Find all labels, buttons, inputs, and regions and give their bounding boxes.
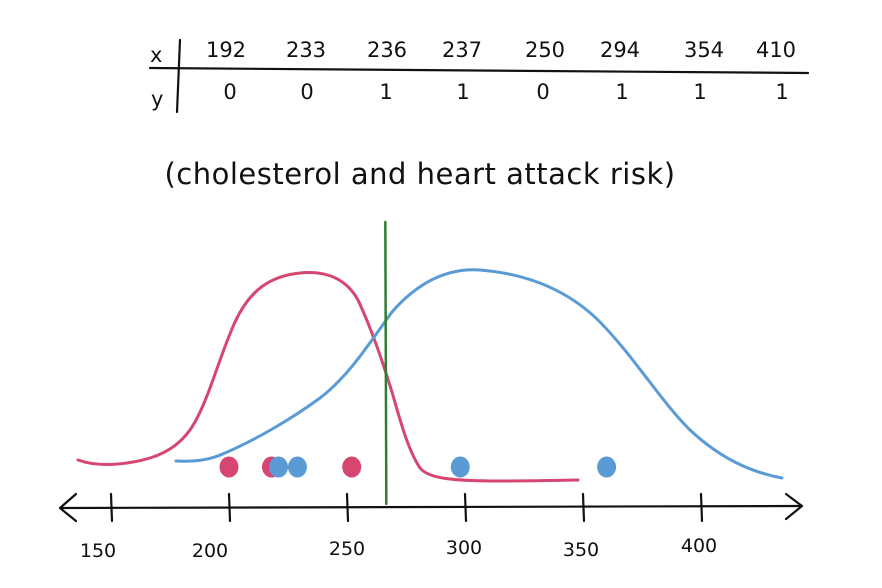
table-y-cell: 1 — [693, 80, 706, 104]
table-x-cell: 192 — [206, 38, 246, 62]
axis-tick-label: 350 — [563, 539, 599, 561]
risk-point — [269, 456, 289, 478]
axis-left-arrow-icon — [58, 492, 78, 523]
risk-point — [450, 456, 470, 478]
table-vertical-rule — [175, 38, 182, 114]
axis-tick-mark — [345, 492, 350, 523]
axis-line — [60, 504, 802, 510]
no-risk-point — [219, 456, 239, 478]
table-y-cell: 1 — [775, 80, 788, 104]
table-y-cell: 0 — [223, 80, 236, 104]
axis-tick-label: 250 — [329, 538, 365, 560]
data-table: x y 192 233 236 237 250 294 354 410 0 0 … — [148, 38, 810, 114]
decision-boundary-line — [384, 220, 388, 506]
axis-tick-label: 400 — [681, 535, 717, 557]
table-y-cell: 1 — [456, 80, 469, 104]
table-y-cell: 0 — [300, 80, 313, 104]
no-risk-point — [342, 456, 362, 478]
no-risk-distribution-curve — [76, 271, 580, 483]
axis-tick-mark — [463, 492, 468, 523]
table-y-cell: 0 — [536, 80, 549, 104]
axis-tick-label: 300 — [446, 537, 482, 559]
axis-tick-marks — [109, 492, 704, 523]
risk-distribution-curve — [174, 268, 784, 480]
table-x-cell: 294 — [600, 38, 640, 62]
risk-point — [287, 456, 307, 478]
table-x-cell: 354 — [684, 38, 724, 62]
risk-point — [597, 456, 617, 478]
table-y-cell: 1 — [379, 80, 392, 104]
table-x-label: x — [150, 43, 162, 67]
table-horizontal-rule — [148, 66, 810, 75]
table-x-cell: 250 — [525, 38, 565, 62]
table-y-cell: 1 — [615, 80, 628, 104]
table-x-cell: 237 — [442, 38, 482, 62]
table-x-cell: 236 — [367, 38, 407, 62]
axis-tick-label: 200 — [192, 540, 228, 562]
axis-tick-mark — [109, 492, 114, 523]
data-points — [219, 456, 617, 478]
axis-tick-mark — [227, 492, 232, 523]
number-line — [58, 492, 804, 523]
axis-right-arrow-icon — [784, 492, 804, 521]
axis-tick-mark — [581, 492, 586, 523]
table-x-cell: 233 — [286, 38, 326, 62]
table-y-label: y — [151, 87, 163, 111]
axis-tick-label: 150 — [80, 540, 116, 562]
caption: (cholesterol and heart attack risk) — [164, 157, 675, 191]
table-x-cell: 410 — [756, 38, 796, 62]
axis-tick-mark — [699, 492, 704, 523]
